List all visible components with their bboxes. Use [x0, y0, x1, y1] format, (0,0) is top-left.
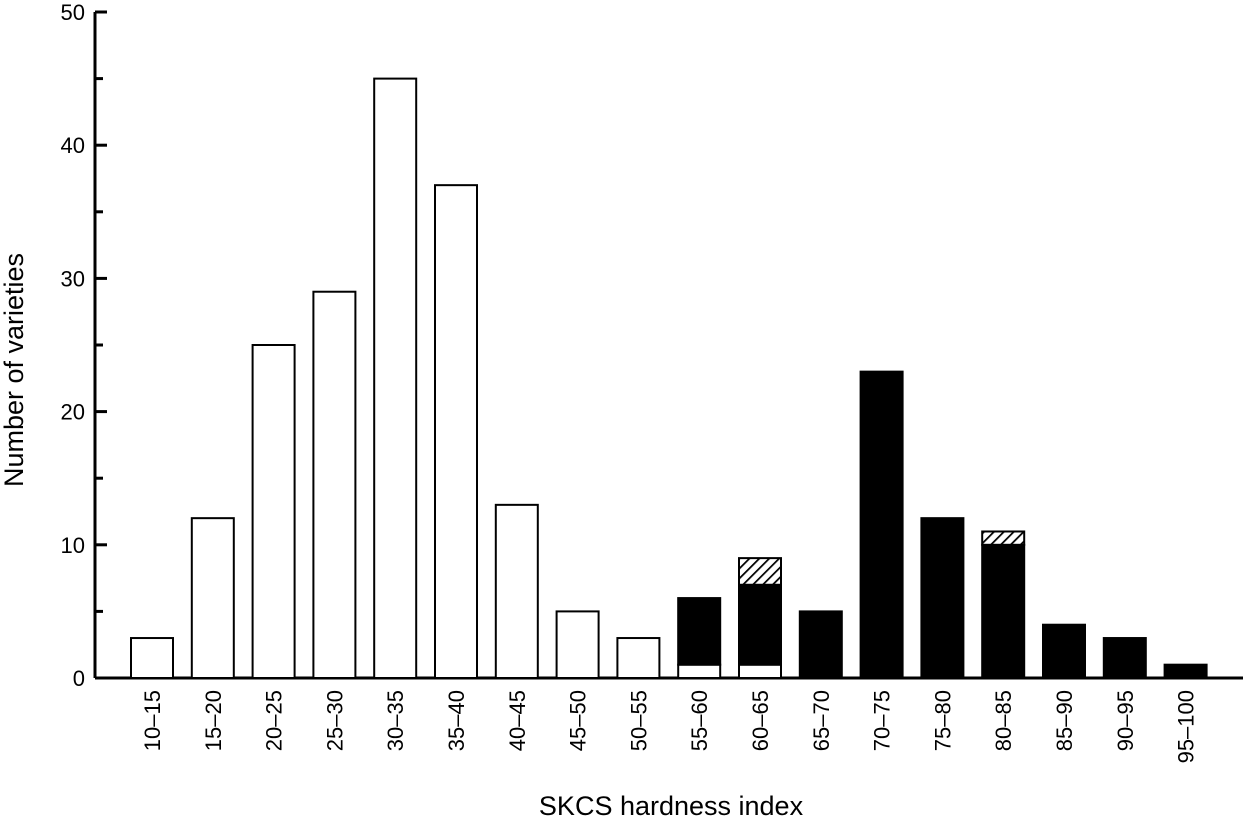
- bar-black: [1163, 663, 1208, 679]
- x-tick-label: 55–60: [687, 690, 712, 751]
- x-tick-label: 65–70: [809, 690, 834, 751]
- x-tick-label: 95–100: [1174, 690, 1199, 763]
- bar-white: [555, 610, 600, 680]
- bar-black: [859, 370, 904, 679]
- bar-white: [616, 637, 661, 679]
- x-tick-label: 85–90: [1052, 690, 1077, 751]
- x-tick-label: 35–40: [444, 690, 469, 751]
- bar-white: [312, 290, 357, 679]
- bar-black: [1042, 623, 1086, 679]
- y-tick-label: 30: [61, 266, 85, 291]
- x-tick-label: 60–65: [748, 690, 773, 751]
- bar-white: [251, 344, 296, 679]
- bar-hatched: [738, 557, 782, 586]
- tick-labels: 0 10 20 30 40 50 10–15 15–20 20–25 25–30 30–35 35–4…: [61, 0, 1199, 763]
- bar-white: [434, 184, 478, 679]
- bar-black: [738, 583, 782, 666]
- bar-white: [738, 663, 782, 679]
- y-tick-label: 20: [61, 400, 85, 425]
- x-tick-label: 20–25: [262, 690, 287, 751]
- x-tick-label: 70–75: [870, 690, 895, 751]
- bar-white: [494, 503, 539, 679]
- bars: [130, 77, 1208, 680]
- bar-black: [1102, 637, 1147, 679]
- x-tick-label: 75–80: [930, 690, 955, 751]
- bar-white: [677, 663, 722, 679]
- x-tick-label: 45–50: [566, 690, 591, 751]
- bar-black: [981, 543, 1026, 679]
- bar-white: [130, 637, 174, 679]
- x-tick-label: 25–30: [322, 690, 347, 751]
- y-tick-label: 10: [61, 533, 85, 558]
- x-tick-label: 40–45: [505, 690, 530, 751]
- x-tick-label: 80–85: [991, 690, 1016, 751]
- y-tick-label: 50: [61, 0, 85, 25]
- x-tick-label: 50–55: [626, 690, 651, 751]
- x-tick-label: 90–95: [1113, 690, 1138, 751]
- bar-white: [373, 77, 418, 680]
- y-tick-label: 0: [73, 666, 85, 691]
- y-axis-title: Number of varieties: [0, 253, 29, 487]
- bar-black: [920, 517, 965, 679]
- bar-black: [677, 597, 722, 666]
- x-tick-label: 30–35: [383, 690, 408, 751]
- bar-hatched: [981, 530, 1026, 546]
- bar-black: [798, 610, 843, 680]
- x-tick-label: 15–20: [201, 690, 226, 751]
- x-axis-title: SKCS hardness index: [539, 791, 804, 818]
- y-tick-label: 40: [61, 133, 85, 158]
- bar-white: [190, 517, 235, 679]
- x-tick-label: 10–15: [140, 690, 165, 751]
